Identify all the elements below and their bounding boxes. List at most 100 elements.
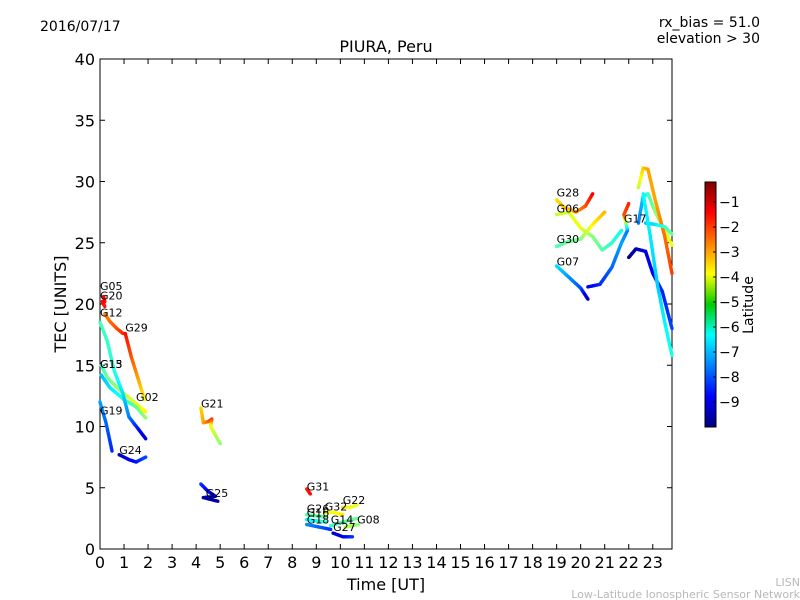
data-point [350,535,355,539]
data-point [218,441,222,446]
colorbar-tick-label: −1 [719,195,740,211]
x-tick-label: 10 [330,553,350,572]
x-tick-label: 6 [239,553,249,572]
satellite-label: G13 [100,358,123,371]
x-tick-label: 0 [95,553,105,572]
x-tick-label: 19 [546,553,566,572]
satellite-label: G28 [557,187,580,200]
data-point [356,522,361,527]
satellite-label: G07 [557,255,580,268]
x-tick-label: 21 [595,553,615,572]
data-point [142,397,147,402]
colorbar-tick-label: −5 [719,295,740,311]
data-point [619,228,624,233]
x-tick-label: 7 [263,553,273,572]
data-point [110,449,114,453]
data-point [355,503,359,507]
data-point [670,243,674,247]
data-point [329,527,333,532]
satellite-label: G22 [343,494,366,507]
data-point [627,201,631,206]
x-tick-label: 9 [311,553,321,572]
satellite-label: G30 [557,233,580,246]
satellite-label: G14 [331,514,354,527]
x-tick-label: 20 [570,553,590,572]
satellite-label: G05 [100,280,123,293]
x-tick-label: 17 [498,553,518,572]
y-tick-label: 35 [75,111,95,130]
colorbar-tick-label: −3 [719,245,740,261]
data-point [144,416,148,420]
x-tick-label: 1 [119,553,129,572]
satellite-label: G17 [624,212,647,225]
x-axis-label: Time [UT] [346,575,425,594]
data-point [121,331,125,336]
x-tick-label: 5 [215,553,225,572]
y-tick-label: 40 [75,50,95,69]
x-tick-label: 4 [191,553,201,572]
colorbar-tick-label: −4 [719,270,740,286]
satellite-label: G27 [333,521,356,534]
x-axis: 0 1 2 3 4 5 6 7 8 9 10 11 12 13 14 15 16 17 18 19 20 21 22 23 [95,59,663,572]
plot-area: 0 1 2 3 4 5 6 7 8 9 10 11 12 13 14 15 16 17 18 19 20 21 22 23 0… [75,50,674,572]
y-tick-label: 5 [85,479,95,498]
satellite-label: G06 [557,203,580,216]
y-tick-label: 30 [75,173,95,192]
data-points [98,166,674,539]
x-tick-label: 23 [643,553,663,572]
y-axis-label: TEC [UNITS] [51,256,70,354]
satellite-label: G32 [325,500,348,513]
satellite-label: G08 [357,514,380,527]
y-tick-label: 10 [75,418,95,437]
colorbar-tick-label: −2 [719,220,740,236]
credit-lisn: LISN [775,576,800,589]
elevation-label: elevation > 30 [657,31,760,47]
colorbar: −1 −2 −3 −4 −5 −6 −7 −8 −9 Latitude [704,181,757,428]
colorbar-tick-label: −6 [719,320,740,336]
data-point [670,353,674,358]
data-point [216,499,220,503]
y-axis: 0 5 10 15 20 25 30 35 40 [75,50,672,559]
satellite-label: G26 [307,503,330,516]
x-tick-label: 13 [402,553,422,572]
satellite-label: G25 [206,487,229,500]
data-point [341,513,345,517]
data-point [670,232,674,236]
data-point [144,455,148,459]
colorbar-tick-label: −8 [719,370,740,386]
x-tick-label: 16 [474,553,494,572]
satellite-label: G29 [125,321,148,334]
data-point [591,192,595,196]
chart-title: PIURA, Peru [339,37,432,56]
colorbar-tick-label: −7 [719,345,740,361]
x-tick-label: 2 [143,553,153,572]
satellite-label: G21 [201,397,224,410]
satellite-label: G18 [307,514,330,527]
satellite-label: G02 [136,391,159,404]
data-point [603,210,607,214]
data-point [670,326,674,331]
data-point [144,410,148,414]
data-point [586,297,590,301]
satellite-label: G12 [100,307,123,320]
colorbar-tick-label: −9 [719,395,740,411]
satellite-label: G20 [100,290,123,303]
data-point [308,492,312,496]
satellite-label: G31 [307,481,330,494]
y-tick-label: 15 [75,356,95,375]
data-point [144,437,148,441]
x-tick-label: 12 [378,553,398,572]
date-label: 2016/07/17 [40,19,121,35]
x-tick-label: 18 [522,553,542,572]
data-point [355,516,359,521]
satellite-label: G24 [119,444,142,457]
y-tick-label: 25 [75,234,95,253]
x-tick-label: 15 [450,553,470,572]
rx-bias-label: rx_bias = 51.0 [659,15,760,31]
data-point [670,271,674,276]
x-tick-label: 14 [426,553,446,572]
y-tick-label: 20 [75,295,95,314]
plot-frame [99,58,673,550]
